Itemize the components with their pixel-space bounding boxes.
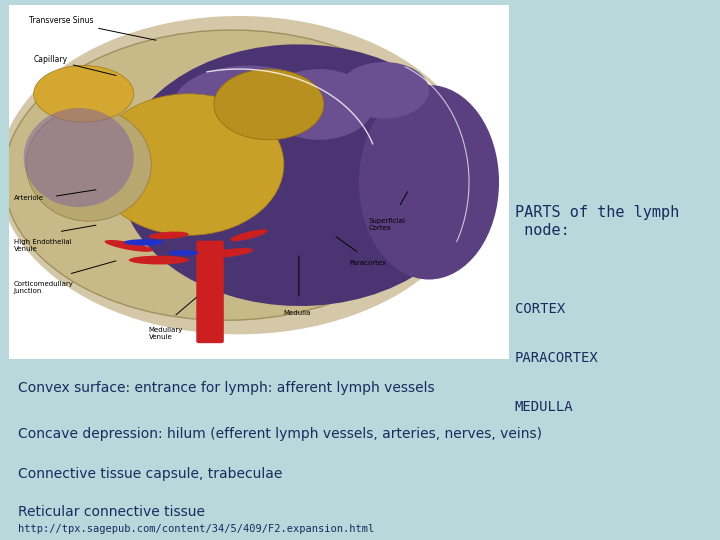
Ellipse shape: [359, 85, 499, 280]
Text: Reticular connective tissue: Reticular connective tissue: [18, 505, 205, 519]
Ellipse shape: [104, 240, 153, 252]
Text: Connective tissue capsule, trabeculae: Connective tissue capsule, trabeculae: [18, 467, 282, 481]
Text: Corticomedullary
Junction: Corticomedullary Junction: [14, 281, 73, 294]
Text: MEDULLA: MEDULLA: [515, 400, 573, 414]
Text: Arteriole: Arteriole: [14, 195, 44, 201]
Text: Paracortex: Paracortex: [349, 260, 386, 266]
Ellipse shape: [4, 30, 454, 320]
Ellipse shape: [174, 65, 324, 143]
Text: PARACORTEX: PARACORTEX: [515, 351, 598, 365]
Ellipse shape: [26, 108, 151, 221]
Ellipse shape: [264, 69, 374, 140]
Text: Concave depression: hilum (efferent lymph vessels, arteries, nerves, veins): Concave depression: hilum (efferent lymp…: [18, 427, 542, 441]
Ellipse shape: [149, 232, 189, 239]
Ellipse shape: [204, 248, 253, 258]
Ellipse shape: [214, 69, 324, 140]
Text: Medulla: Medulla: [284, 309, 311, 315]
Ellipse shape: [230, 230, 268, 241]
Ellipse shape: [129, 255, 189, 265]
Ellipse shape: [94, 94, 284, 235]
FancyBboxPatch shape: [197, 241, 224, 343]
Text: Convex surface: entrance for lymph: afferent lymph vessels: Convex surface: entrance for lymph: affe…: [18, 381, 435, 395]
Ellipse shape: [168, 251, 199, 255]
Text: High Endothelial
Venule: High Endothelial Venule: [14, 239, 71, 252]
Ellipse shape: [339, 62, 429, 119]
Ellipse shape: [119, 44, 479, 306]
Ellipse shape: [0, 16, 479, 334]
Text: Transverse Sinus: Transverse Sinus: [29, 16, 156, 40]
Ellipse shape: [124, 239, 163, 246]
Text: Medullary
Venule: Medullary Venule: [149, 327, 183, 340]
Text: Superficial
Cortex: Superficial Cortex: [369, 218, 406, 231]
Text: PARTS of the lymph
 node:: PARTS of the lymph node:: [515, 205, 679, 238]
Ellipse shape: [24, 108, 134, 207]
Text: CORTEX: CORTEX: [515, 302, 565, 316]
Ellipse shape: [34, 65, 134, 122]
Text: http://tpx.sagepub.com/content/34/5/409/F2.expansion.html: http://tpx.sagepub.com/content/34/5/409/…: [18, 523, 374, 534]
Bar: [9, 5, 509, 359]
Text: Capillary: Capillary: [34, 55, 116, 76]
